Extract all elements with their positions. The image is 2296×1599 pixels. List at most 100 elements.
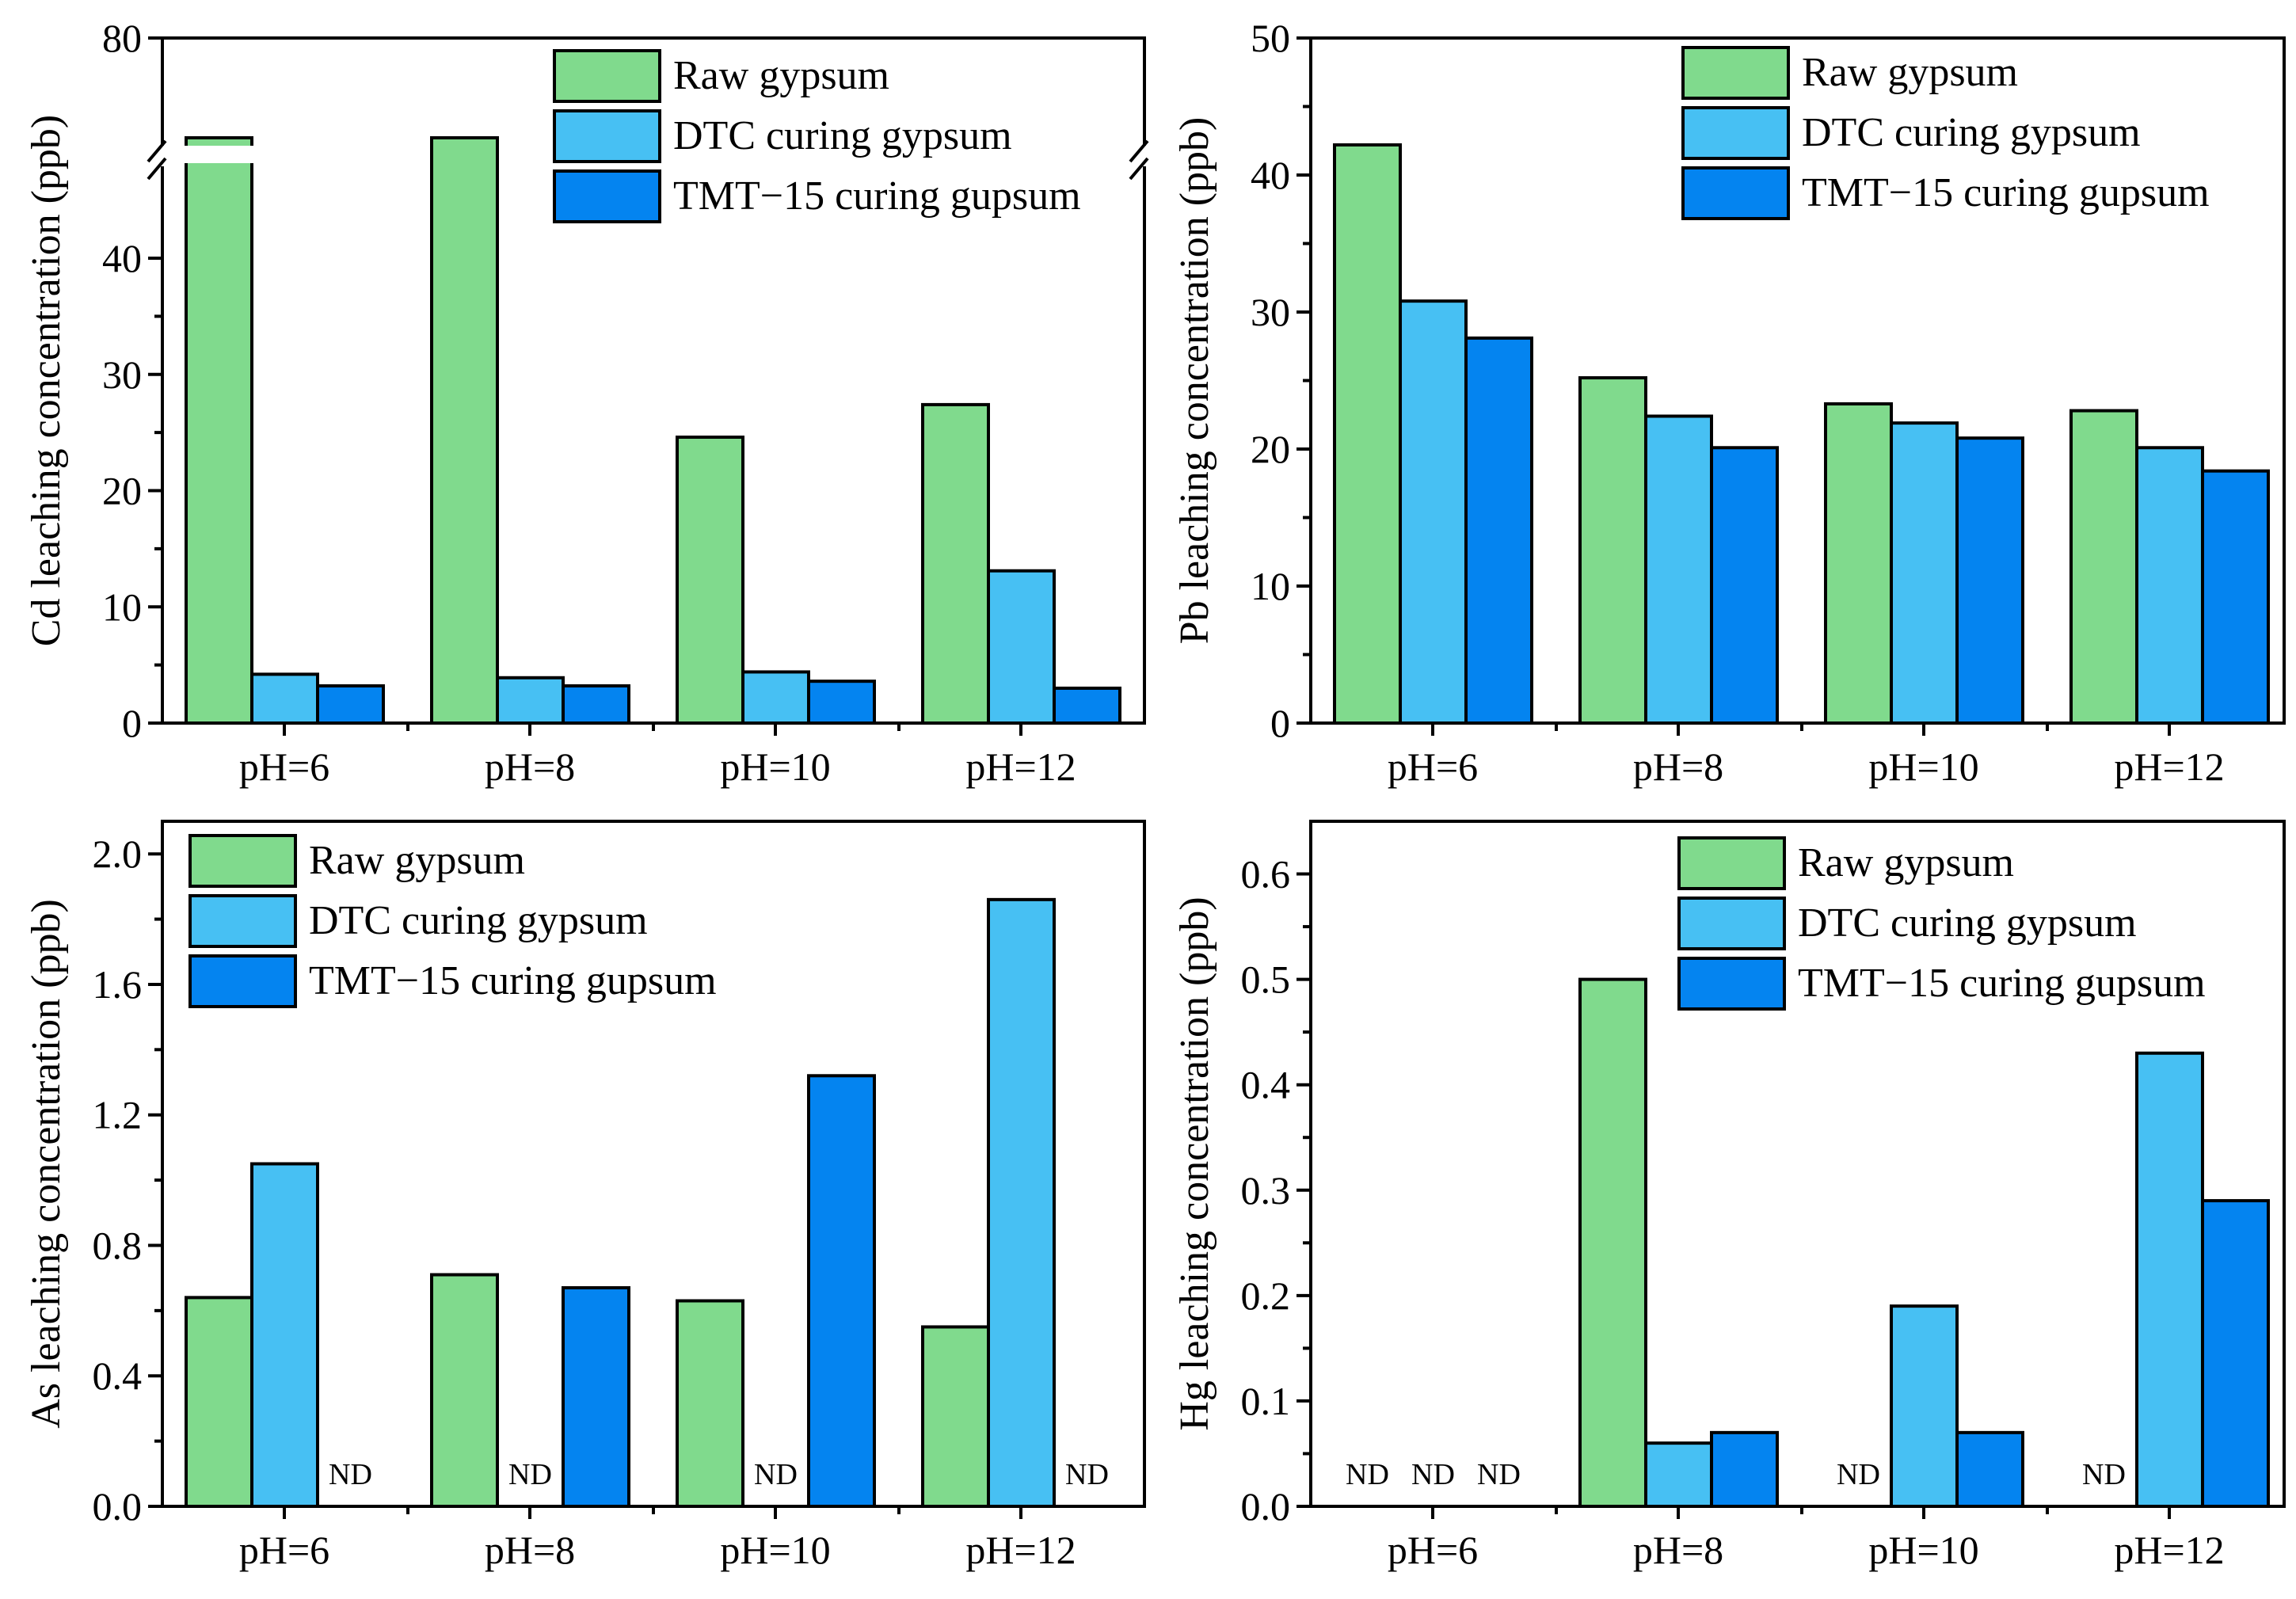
axis-break-gap bbox=[153, 146, 284, 163]
bar-pb-tmt-15-curing-gupsum-pH=6 bbox=[1464, 336, 1533, 725]
y-tick-label: 1.6 bbox=[93, 962, 143, 1007]
bar-cd-tmt-15-curing-gupsum-pH=10 bbox=[807, 680, 876, 725]
x-tick-label: pH=12 bbox=[965, 1528, 1076, 1572]
nd-label: ND bbox=[329, 1458, 372, 1491]
legend-label-tmt: TMT−15 curing gupsum bbox=[1798, 961, 2206, 1006]
bar-cd-tmt-15-curing-gupsum-pH=12 bbox=[1053, 686, 1121, 725]
bar-as-tmt-15-curing-gupsum-pH=8 bbox=[562, 1286, 630, 1508]
bar-pb-dtc-curing-gypsum-pH=6 bbox=[1399, 299, 1468, 725]
y-tick-label: 0 bbox=[1270, 701, 1290, 745]
x-tick-label: pH=6 bbox=[1388, 744, 1478, 789]
x-tick-label: pH=12 bbox=[2114, 744, 2224, 789]
x-tick-label: pH=6 bbox=[1388, 1528, 1478, 1572]
legend-cd: Raw gypsum DTC curing gypsum TMT−15 curing… bbox=[553, 49, 1081, 223]
bar-cd-raw-gypsum-pH=10 bbox=[676, 435, 744, 725]
legend-label-dtc: DTC curing gypsum bbox=[309, 898, 648, 943]
bar-pb-dtc-curing-gypsum-pH=8 bbox=[1644, 414, 1713, 725]
y-tick-label: 1.2 bbox=[93, 1093, 143, 1137]
legend-label-dtc: DTC curing gypsum bbox=[1798, 900, 2137, 946]
y-tick-label: 20 bbox=[102, 469, 142, 513]
nd-label: ND bbox=[1477, 1458, 1521, 1491]
legend-label-tmt: TMT−15 curing gupsum bbox=[309, 958, 717, 1003]
y-tick-label: 0.4 bbox=[93, 1353, 143, 1398]
y-tick-label: 40 bbox=[1251, 153, 1290, 197]
bar-hg-tmt-15-curing-gupsum-pH=12 bbox=[2201, 1199, 2270, 1508]
bar-pb-tmt-15-curing-gupsum-pH=12 bbox=[2201, 469, 2270, 725]
chart-cd: 0 10 20 30 40 80 pH=6 pH=8 pH=10 pH=12 Cd leaching… bbox=[24, 16, 1149, 789]
x-tick-label: pH=10 bbox=[720, 744, 830, 789]
bar-pb-dtc-curing-gypsum-pH=12 bbox=[2135, 446, 2204, 725]
legend-label-tmt: TMT−15 curing gupsum bbox=[673, 173, 1081, 219]
bar-cd-tmt-15-curing-gupsum-pH=6 bbox=[316, 684, 385, 725]
nd-label: ND bbox=[1065, 1458, 1109, 1491]
legend-swatch-raw bbox=[188, 834, 297, 888]
y-axis-label: Cd leaching concentration (ppb) bbox=[24, 115, 69, 646]
legend-label-tmt: TMT−15 curing gupsum bbox=[1802, 170, 2210, 215]
bar-pb-tmt-15-curing-gupsum-pH=8 bbox=[1710, 446, 1779, 725]
bar-as-raw-gypsum-pH=10 bbox=[676, 1299, 744, 1508]
x-tick-label: pH=10 bbox=[1868, 1528, 1978, 1572]
y-tick-label: 0.1 bbox=[1241, 1379, 1291, 1423]
legend-hg: Raw gypsum DTC curing gypsum TMT−15 curing… bbox=[1677, 836, 2206, 1011]
nd-label: ND bbox=[508, 1458, 552, 1491]
bar-cd-dtc-curing-gypsum-pH=8 bbox=[496, 676, 565, 725]
y-tick-label: 0.3 bbox=[1241, 1168, 1291, 1213]
bar-hg-tmt-15-curing-gupsum-pH=10 bbox=[1955, 1430, 2024, 1509]
y-tick-label: 0.4 bbox=[1241, 1063, 1291, 1107]
y-tick-label: 0.6 bbox=[1241, 852, 1291, 897]
x-tick-label: pH=8 bbox=[485, 1528, 575, 1572]
legend-swatch-raw bbox=[1677, 836, 1786, 890]
legend-label-raw: Raw gypsum bbox=[1802, 50, 2018, 95]
bar-as-raw-gypsum-pH=12 bbox=[921, 1325, 990, 1509]
x-tick-label: pH=12 bbox=[965, 744, 1076, 789]
legend-label-raw: Raw gypsum bbox=[309, 838, 525, 883]
legend-label-raw: Raw gypsum bbox=[1798, 840, 2014, 885]
bar-hg-dtc-curing-gypsum-pH=12 bbox=[2135, 1051, 2204, 1509]
bar-pb-raw-gypsum-pH=6 bbox=[1333, 143, 1402, 725]
x-tick-label: pH=6 bbox=[239, 744, 329, 789]
legend-label-dtc: DTC curing gypsum bbox=[673, 113, 1012, 158]
y-tick-label: 20 bbox=[1251, 427, 1290, 471]
x-tick-label: pH=10 bbox=[720, 1528, 830, 1572]
y-tick-label: 0.8 bbox=[93, 1223, 143, 1267]
legend-swatch-raw bbox=[1681, 46, 1790, 100]
x-tick-label: pH=10 bbox=[1868, 744, 1978, 789]
bar-as-raw-gypsum-pH=6 bbox=[185, 1296, 253, 1509]
nd-label: ND bbox=[754, 1458, 798, 1491]
x-tick-label: pH=8 bbox=[1633, 1528, 1723, 1572]
nd-label: ND bbox=[1346, 1458, 1389, 1491]
legend-pb: Raw gypsum DTC curing gypsum TMT−15 curing… bbox=[1681, 46, 2210, 220]
y-tick-label: 40 bbox=[102, 236, 142, 280]
legend-swatch-dtc bbox=[1681, 106, 1790, 160]
legend-swatch-tmt bbox=[188, 954, 297, 1008]
nd-label: ND bbox=[1411, 1458, 1455, 1491]
nd-label: ND bbox=[2082, 1458, 2126, 1491]
legend-swatch-tmt bbox=[1681, 166, 1790, 220]
x-tick-label: pH=8 bbox=[1633, 744, 1723, 789]
y-axis-label: Pb leaching concentration (ppb) bbox=[1172, 117, 1217, 645]
x-tick-label: pH=12 bbox=[2114, 1528, 2224, 1572]
y-tick-label: 0 bbox=[122, 701, 142, 745]
y-tick-label: 0.2 bbox=[1241, 1273, 1291, 1318]
y-tick-label: 30 bbox=[102, 352, 142, 397]
plot-frame bbox=[1309, 820, 2286, 1508]
bar-hg-dtc-curing-gypsum-pH=10 bbox=[1890, 1304, 1959, 1508]
chart-hg: 0.0 0.1 0.2 0.3 0.4 0.5 0.6 pH=6 pH=8 pH=10 pH=12 H… bbox=[1172, 820, 2286, 1572]
y-tick-label: 80 bbox=[102, 16, 142, 60]
bar-as-dtc-curing-gypsum-pH=6 bbox=[250, 1162, 319, 1508]
chart-pb: 0 10 20 30 40 50 pH=6 pH=8 pH=10 pH=12 Pb leaching… bbox=[1172, 16, 2286, 789]
bar-hg-raw-gypsum-pH=8 bbox=[1578, 977, 1647, 1508]
y-axis-label: Hg leaching concentration (ppb) bbox=[1172, 897, 1217, 1430]
bar-cd-tmt-15-curing-gupsum-pH=8 bbox=[562, 684, 630, 725]
y-tick-label: 0.0 bbox=[1241, 1484, 1291, 1529]
bar-cd-raw-gypsum-pH=6 bbox=[185, 136, 253, 725]
y-tick-label: 10 bbox=[102, 584, 142, 629]
chart-as: 0.0 0.4 0.8 1.2 1.6 2.0 pH=6 pH=8 pH=10 pH=12 As l… bbox=[24, 820, 1146, 1572]
legend-swatch-dtc bbox=[188, 894, 297, 948]
legend-swatch-raw bbox=[553, 49, 661, 103]
y-tick-label: 0.0 bbox=[93, 1484, 143, 1529]
bar-pb-dtc-curing-gypsum-pH=10 bbox=[1890, 421, 1959, 725]
bar-pb-raw-gypsum-pH=12 bbox=[2069, 409, 2138, 725]
x-tick-label: pH=8 bbox=[485, 744, 575, 789]
